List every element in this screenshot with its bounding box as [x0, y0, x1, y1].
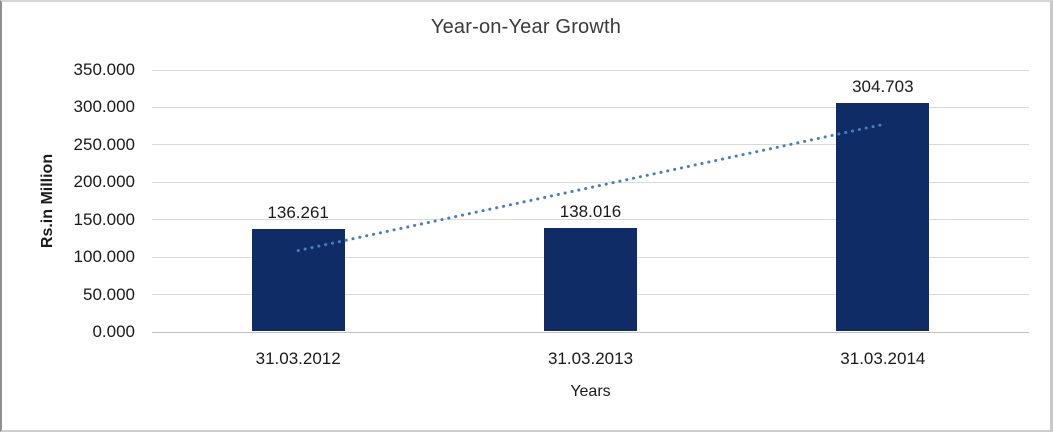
y-axis-tick-labels: 350.000 300.000 250.000 200.000 150.000 100.0…	[2, 61, 135, 341]
bar-data-label: 138.016	[559, 201, 622, 221]
y-tick-label: 100.000	[73, 247, 135, 267]
x-axis-line	[152, 331, 1029, 333]
y-tick-label: 300.000	[73, 97, 135, 117]
bar	[836, 102, 930, 331]
gridline	[152, 69, 1029, 71]
trendline	[296, 122, 885, 253]
x-category-label: 31.03.2013	[547, 349, 634, 368]
gridline	[152, 219, 1029, 221]
plot-area: 136.261 31.03.2012 138.016 31.03.2013 304.70…	[152, 69, 1029, 368]
y-tick-label: 50.000	[83, 284, 135, 304]
y-tick-label: 200.000	[73, 172, 135, 192]
bar-data-label: 304.703	[852, 76, 914, 96]
bar	[544, 227, 637, 331]
y-tick-label: 0.000	[92, 322, 135, 341]
y-tick-label: 350.000	[73, 60, 135, 79]
y-tick-label: 250.000	[73, 134, 135, 154]
bar-data-label: 136.261	[267, 202, 329, 222]
x-category-label: 31.03.2014	[840, 349, 926, 368]
x-axis-title: Years	[570, 383, 611, 400]
gridline	[152, 106, 1029, 108]
bar	[251, 229, 345, 331]
gridline	[152, 144, 1029, 146]
chart-title: Year-on-Year Growth	[430, 16, 622, 38]
y-tick-label: 150.000	[73, 209, 135, 229]
x-category-label: 31.03.2012	[255, 349, 341, 368]
gridline	[152, 181, 1029, 183]
